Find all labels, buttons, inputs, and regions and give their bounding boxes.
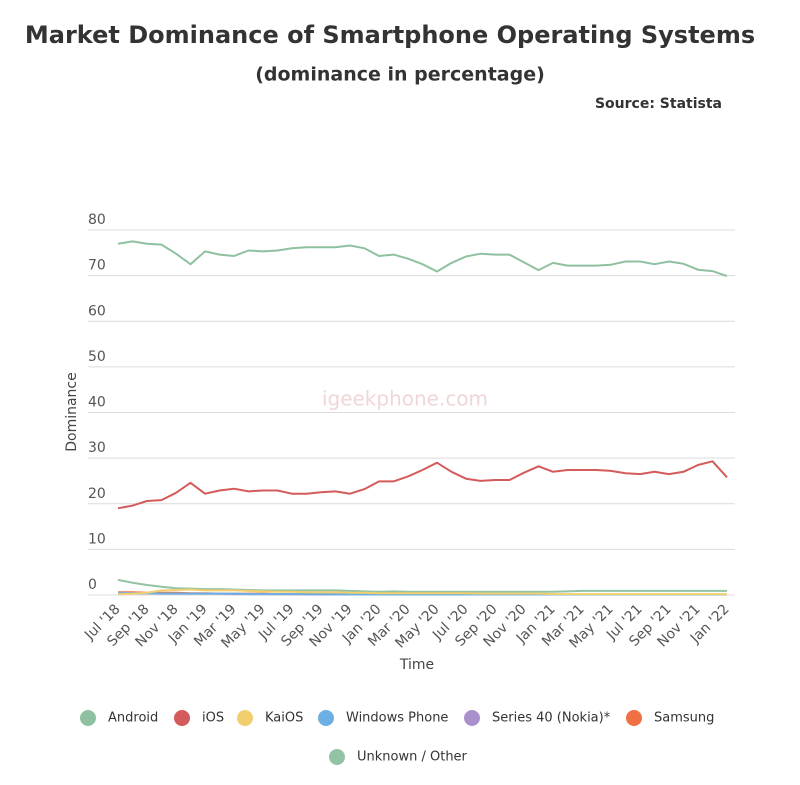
source: Source: Statista: [595, 96, 722, 112]
y-axis-title: Dominance: [64, 372, 80, 452]
legend-swatch: [464, 710, 480, 726]
legend-swatch: [329, 749, 345, 765]
chart-title: Market Dominance of Smartphone Operating…: [25, 21, 755, 49]
legend-label: Windows Phone: [346, 711, 448, 726]
legend-label: KaiOS: [265, 711, 303, 726]
series-line: [117, 588, 727, 596]
watermark: igeekphone.com: [322, 387, 488, 411]
legend-label: Series 40 (Nokia)*: [492, 711, 611, 726]
y-tick-label: 40: [88, 395, 106, 411]
series-line: [117, 460, 728, 510]
y-tick-label: 20: [88, 486, 106, 502]
y-tick-label: 60: [88, 303, 106, 319]
legend-swatch: [80, 710, 96, 726]
legend-label: Android: [108, 711, 158, 726]
series-line: [117, 240, 728, 278]
legend-label: Samsung: [654, 711, 714, 726]
x-axis-title: Time: [399, 657, 434, 673]
legend-swatch: [174, 710, 190, 726]
legend-swatch: [237, 710, 253, 726]
y-tick-label: 0: [88, 577, 97, 593]
series-line: [117, 578, 727, 593]
y-tick-label: 80: [88, 212, 106, 228]
legend-label: Unknown / Other: [357, 750, 468, 765]
y-tick-label: 30: [88, 440, 106, 456]
legend-label: iOS: [202, 711, 224, 726]
y-tick-label: 70: [88, 258, 106, 274]
legend-swatch: [318, 710, 334, 726]
y-tick-label: 10: [88, 531, 106, 547]
chart-subtitle: (dominance in percentage): [255, 64, 545, 86]
legend-swatch: [626, 710, 642, 726]
y-tick-label: 50: [88, 349, 106, 365]
